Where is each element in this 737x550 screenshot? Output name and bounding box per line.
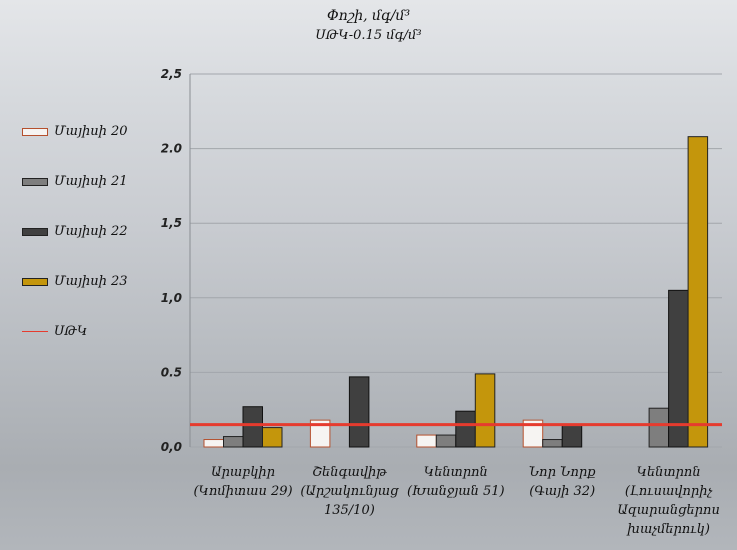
legend-item-series-1: Մայիսի 20 — [22, 124, 128, 139]
legend-item-series-3: Մայիսի 22 — [22, 224, 128, 239]
y-tick-label: 0.5 — [161, 365, 182, 379]
legend-swatch — [22, 177, 48, 186]
legend-label: Մայիսի 22 — [54, 224, 128, 239]
legend-swatch — [22, 277, 48, 286]
chart-title: Փոշի, մգ/մ³ — [326, 8, 411, 24]
bar — [223, 436, 244, 448]
y-tick-label: 1,0 — [161, 291, 182, 305]
legend-item-series-2: Մայիսի 21 — [22, 174, 128, 189]
legend-label: Մայիսի 23 — [54, 274, 128, 289]
chart-title-block: Փոշի, մգ/մ³ ՍԹԿ-0.15 մգ/մ³ — [0, 6, 737, 46]
legend-item-series-4: Մայիսի 23 — [22, 274, 128, 289]
chart-subtitle: ՍԹԿ-0.15 մգ/մ³ — [315, 28, 422, 43]
bar — [416, 434, 437, 448]
bar — [687, 136, 709, 448]
bar — [203, 439, 224, 448]
x-category-label: Կենտրոն (Խանջյան 51) — [407, 465, 505, 499]
bar — [474, 373, 496, 448]
legend-label: Մայիսի 20 — [54, 124, 128, 139]
bar — [522, 419, 544, 448]
legend-label: ՍԹԿ — [54, 324, 88, 339]
y-tick-label: 2,5 — [161, 67, 182, 81]
y-tick-label: 1,5 — [161, 216, 182, 230]
legend-label: Մայիսի 21 — [54, 174, 128, 189]
x-category-label: Նոր Նորք (Գայի 32) — [529, 465, 596, 499]
bar — [561, 424, 583, 448]
bar — [435, 434, 457, 448]
bar — [262, 427, 283, 448]
x-category-label: Շենգավիթ (Արշակունյաց 135/10) — [300, 465, 399, 518]
y-tick-label: 0,0 — [161, 440, 182, 454]
bar — [542, 439, 563, 448]
legend-swatch — [22, 127, 48, 136]
legend-swatch — [22, 227, 48, 236]
bar — [455, 410, 476, 448]
x-category-label: Արաբկիր (Կոմիտաս 29) — [193, 465, 292, 499]
bar — [242, 406, 263, 448]
y-tick-label: 2.0 — [161, 142, 182, 156]
legend-threshold-line — [22, 331, 48, 332]
bar — [309, 419, 331, 448]
bar — [648, 407, 670, 448]
legend-item-threshold: ՍԹԿ — [22, 324, 87, 339]
bar — [348, 376, 370, 448]
x-category-label: Կենտրոն (Լուսավորիչ Ազարանցերոս խաչմերուկ) — [617, 465, 719, 537]
